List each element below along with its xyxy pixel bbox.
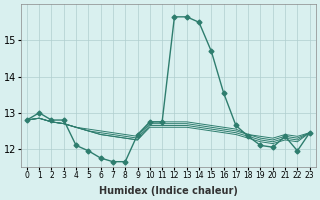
X-axis label: Humidex (Indice chaleur): Humidex (Indice chaleur) — [99, 186, 238, 196]
